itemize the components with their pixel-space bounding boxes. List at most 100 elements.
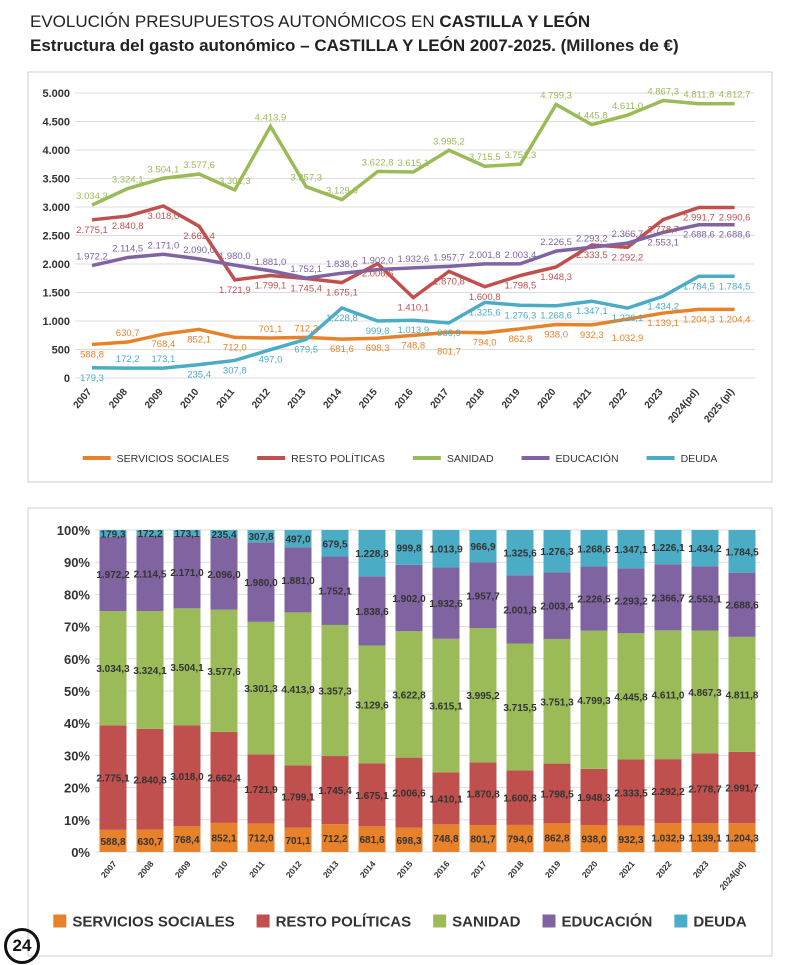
data-label: 1.957,7 <box>433 252 465 263</box>
y-tick-label: 1.000 <box>42 316 70 328</box>
data-label: 1.932,6 <box>397 254 429 265</box>
data-label: 3.324,1 <box>112 175 144 186</box>
data-label: 1.980,0 <box>219 251 251 262</box>
y-tick-label: 4.500 <box>42 117 70 129</box>
x-tick-label: 2019 <box>543 859 563 880</box>
bar-segment <box>395 827 423 852</box>
data-label: 4.799,3 <box>540 90 572 101</box>
y-tick-label: 0 <box>64 373 70 385</box>
data-label: 4.445,8 <box>576 111 608 122</box>
y-tick-label: 50% <box>64 684 90 699</box>
data-label: 588,8 <box>100 837 125 848</box>
chart-frame <box>27 507 773 957</box>
data-label: 748,8 <box>401 340 425 351</box>
data-label: 2.840,8 <box>112 221 144 232</box>
data-label: 3.715,5 <box>469 152 501 163</box>
bar-segment <box>321 556 349 625</box>
data-label: 1.870,8 <box>433 276 465 287</box>
data-label: 1.799,1 <box>255 280 287 291</box>
data-label: 1.957,7 <box>466 591 500 602</box>
data-label: 1.228,8 <box>355 549 389 560</box>
data-label: 3.577,6 <box>207 667 241 678</box>
y-tick-label: 40% <box>64 716 90 731</box>
x-tick-label: 2021 <box>571 387 594 411</box>
data-label: 681,6 <box>359 835 384 846</box>
legend-label: EDUCACIÓN <box>556 452 619 465</box>
data-label: 938,0 <box>581 834 606 845</box>
x-tick-label: 2009 <box>173 859 193 880</box>
bar-segment <box>617 568 645 634</box>
data-label: 938,0 <box>544 330 568 341</box>
y-tick-label: 3.500 <box>42 174 70 186</box>
bar-segment <box>395 564 423 632</box>
bar-segment <box>321 530 349 557</box>
bar-segment <box>617 633 645 760</box>
bar-segment <box>543 638 571 764</box>
bar-segment <box>728 751 756 824</box>
y-tick-label: 4.000 <box>42 145 70 157</box>
data-label: 1.902,0 <box>392 594 426 605</box>
data-label: 1.881,0 <box>255 257 287 268</box>
x-tick-label: 2018 <box>506 859 526 880</box>
data-label: 681,6 <box>330 344 354 355</box>
bar-segment <box>506 575 534 644</box>
data-label: 2.293,2 <box>614 597 648 608</box>
bar-segment <box>173 826 201 852</box>
data-label: 999,8 <box>396 543 421 554</box>
legend-label: EDUCACIÓN <box>562 912 653 930</box>
data-label: 679,5 <box>322 539 347 550</box>
bar-segment <box>247 823 275 852</box>
x-tick-label: 2019 <box>500 387 523 411</box>
data-label: 712,0 <box>248 834 273 845</box>
bar-segment <box>210 538 238 610</box>
bar-segment <box>691 530 719 567</box>
bar-segment <box>654 759 682 824</box>
bar-segment <box>580 530 608 567</box>
y-tick-label: 500 <box>52 345 70 357</box>
bar-segment <box>358 576 386 646</box>
data-label: 1.032,9 <box>612 333 644 344</box>
x-tick-label: 2022 <box>654 859 674 880</box>
data-label: 497,0 <box>259 355 283 366</box>
x-tick-label: 2011 <box>215 387 238 411</box>
data-label: 1.268,6 <box>540 311 572 322</box>
data-label: 3.622,8 <box>392 690 426 701</box>
data-label: 2.333,5 <box>614 788 648 799</box>
data-label: 497,0 <box>285 535 310 546</box>
x-tick-label: 2012 <box>250 387 273 411</box>
y-tick-label: 10% <box>64 813 90 828</box>
legend-swatch <box>542 914 556 928</box>
data-label: 1.870,8 <box>466 790 500 801</box>
data-label: 862,8 <box>544 834 569 845</box>
data-label: 2.662,4 <box>207 773 241 784</box>
data-label: 172,2 <box>137 529 162 540</box>
data-label: 3.357,3 <box>318 686 352 697</box>
data-label: 588,8 <box>80 349 104 360</box>
bar-segment <box>136 829 164 852</box>
bar-segment <box>358 530 386 577</box>
data-label: 862,8 <box>509 334 533 345</box>
x-tick-label: 2010 <box>210 859 230 880</box>
series-line-4 <box>91 274 735 370</box>
legend-swatch <box>53 914 67 928</box>
data-label: 748,8 <box>433 834 458 845</box>
data-label: 2.090,0 <box>183 245 215 256</box>
bar-segment <box>506 770 534 825</box>
x-tick-label: 2021 <box>617 859 637 880</box>
legend-swatch <box>256 914 270 928</box>
bar-segment <box>580 824 608 852</box>
data-label: 1.600,8 <box>503 794 537 805</box>
data-label: 1.434,2 <box>647 301 679 312</box>
data-label: 1.013,9 <box>397 325 429 336</box>
x-tick-label: 2014 <box>358 859 378 880</box>
x-tick-label: 2024(pd) <box>717 859 747 892</box>
bar-segment <box>654 630 682 760</box>
page-title: EVOLUCIÓN PRESUPUESTOS AUTONÓMICOS EN CA… <box>30 12 590 32</box>
bar-segment <box>173 608 201 726</box>
data-label: 1.204,3 <box>683 314 715 325</box>
legend-label: SANIDAD <box>452 913 521 930</box>
data-label: 966,9 <box>437 328 461 339</box>
bar-segment <box>543 572 571 639</box>
data-label: 2.226,5 <box>577 595 611 606</box>
data-label: 4.811,8 <box>683 90 714 101</box>
